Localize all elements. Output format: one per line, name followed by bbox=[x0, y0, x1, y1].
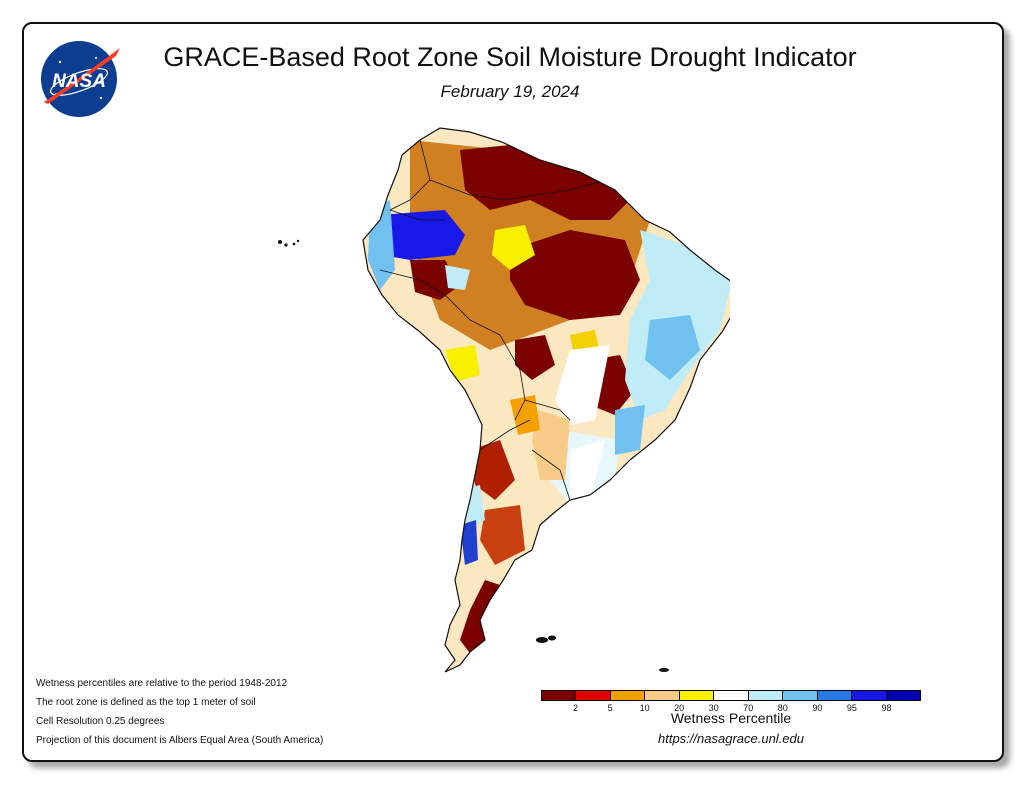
legend-swatch bbox=[817, 691, 853, 700]
legend-title: Wetness Percentile bbox=[670, 710, 792, 726]
legend-tick-label: 90 bbox=[812, 703, 823, 713]
legend-tick-label: 95 bbox=[846, 703, 857, 713]
wetness-legend: 2 5 10 20 30 70 80 90 95 98 Wetness Percentile bbox=[541, 690, 921, 726]
legend-tick-label: 70 bbox=[743, 703, 754, 713]
legend-tick-label: 20 bbox=[674, 703, 685, 713]
note-resolution: Cell Resolution 0.25 degrees bbox=[36, 716, 165, 727]
legend-tick-label: 10 bbox=[639, 703, 650, 713]
note-root-zone: The root zone is defined as the top 1 me… bbox=[36, 697, 256, 708]
legend-swatch bbox=[610, 691, 646, 700]
svg-text:NASA: NASA bbox=[52, 71, 106, 92]
legend-tick-label: 30 bbox=[708, 703, 719, 713]
legend-swatch bbox=[783, 691, 818, 700]
legend-tick-label: 80 bbox=[777, 703, 788, 713]
note-period: Wetness percentiles are relative to the … bbox=[36, 678, 288, 689]
legend-tick-label: 98 bbox=[881, 703, 892, 713]
legend-swatch bbox=[748, 691, 784, 700]
legend-tick-label: 5 bbox=[607, 703, 613, 713]
legend-swatch bbox=[679, 691, 715, 700]
map-notes: Wetness percentiles are relative to the … bbox=[36, 677, 323, 753]
map-date: February 19, 2024 bbox=[440, 82, 580, 101]
south-america-map bbox=[278, 127, 730, 673]
source-url[interactable]: https://nasagrace.unl.edu bbox=[658, 731, 804, 746]
legend-swatch bbox=[542, 691, 577, 700]
legend-color-bar bbox=[541, 690, 921, 701]
map-title: GRACE-Based Root Zone Soil Moisture Drou… bbox=[163, 42, 857, 72]
legend-swatch bbox=[714, 691, 749, 700]
legend-swatch bbox=[886, 691, 920, 700]
note-projection: Projection of this document is Albers Eq… bbox=[36, 735, 324, 746]
legend-swatch bbox=[645, 691, 680, 700]
legend-tick-label: 2 bbox=[573, 703, 579, 713]
legend-swatch bbox=[576, 691, 611, 700]
legend-ticks: 2 5 10 20 30 70 80 90 95 98 bbox=[541, 701, 921, 713]
legend-swatch bbox=[852, 691, 887, 700]
nasa-logo: NASA bbox=[41, 41, 120, 117]
